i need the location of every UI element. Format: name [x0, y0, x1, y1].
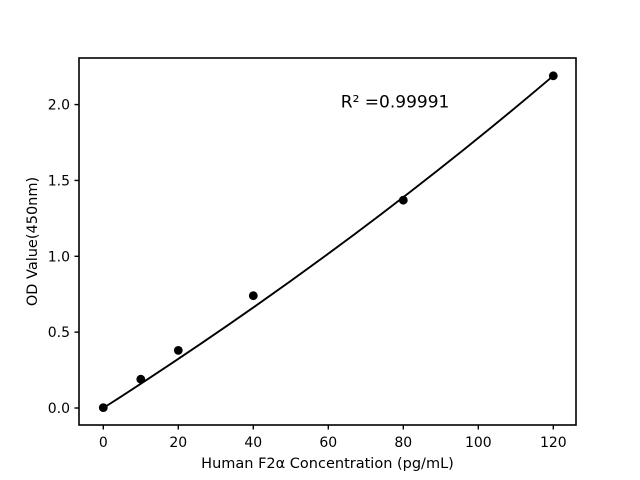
x-tick-label: 60 [319, 435, 337, 451]
fit-line [102, 74, 555, 409]
x-axis-label: Human F2α Concentration (pg/mL) [201, 456, 454, 472]
data-point [398, 195, 408, 205]
data-point [136, 374, 146, 384]
data-point [248, 291, 258, 301]
r-squared-annotation: R² =0.99991 [341, 93, 450, 113]
x-tick-label: 120 [540, 435, 567, 451]
data-point [98, 403, 108, 412]
y-tick-label: 2.0 [48, 98, 70, 114]
x-tick-label: 80 [394, 435, 412, 451]
x-tick-label: 40 [244, 435, 262, 451]
y-tick-label: 1.0 [48, 249, 70, 265]
y-axis-label: OD Value(450nm) [25, 177, 41, 306]
x-tick-label: 100 [465, 435, 492, 451]
y-tick-label: 0.0 [48, 401, 70, 417]
x-tick-label: 0 [99, 435, 108, 451]
x-tick-label: 20 [169, 435, 187, 451]
data-point [548, 71, 558, 81]
data-point [173, 346, 183, 355]
plot-frame [78, 57, 577, 426]
y-tick-label: 0.5 [48, 325, 70, 341]
y-tick-label: 1.5 [48, 173, 70, 189]
